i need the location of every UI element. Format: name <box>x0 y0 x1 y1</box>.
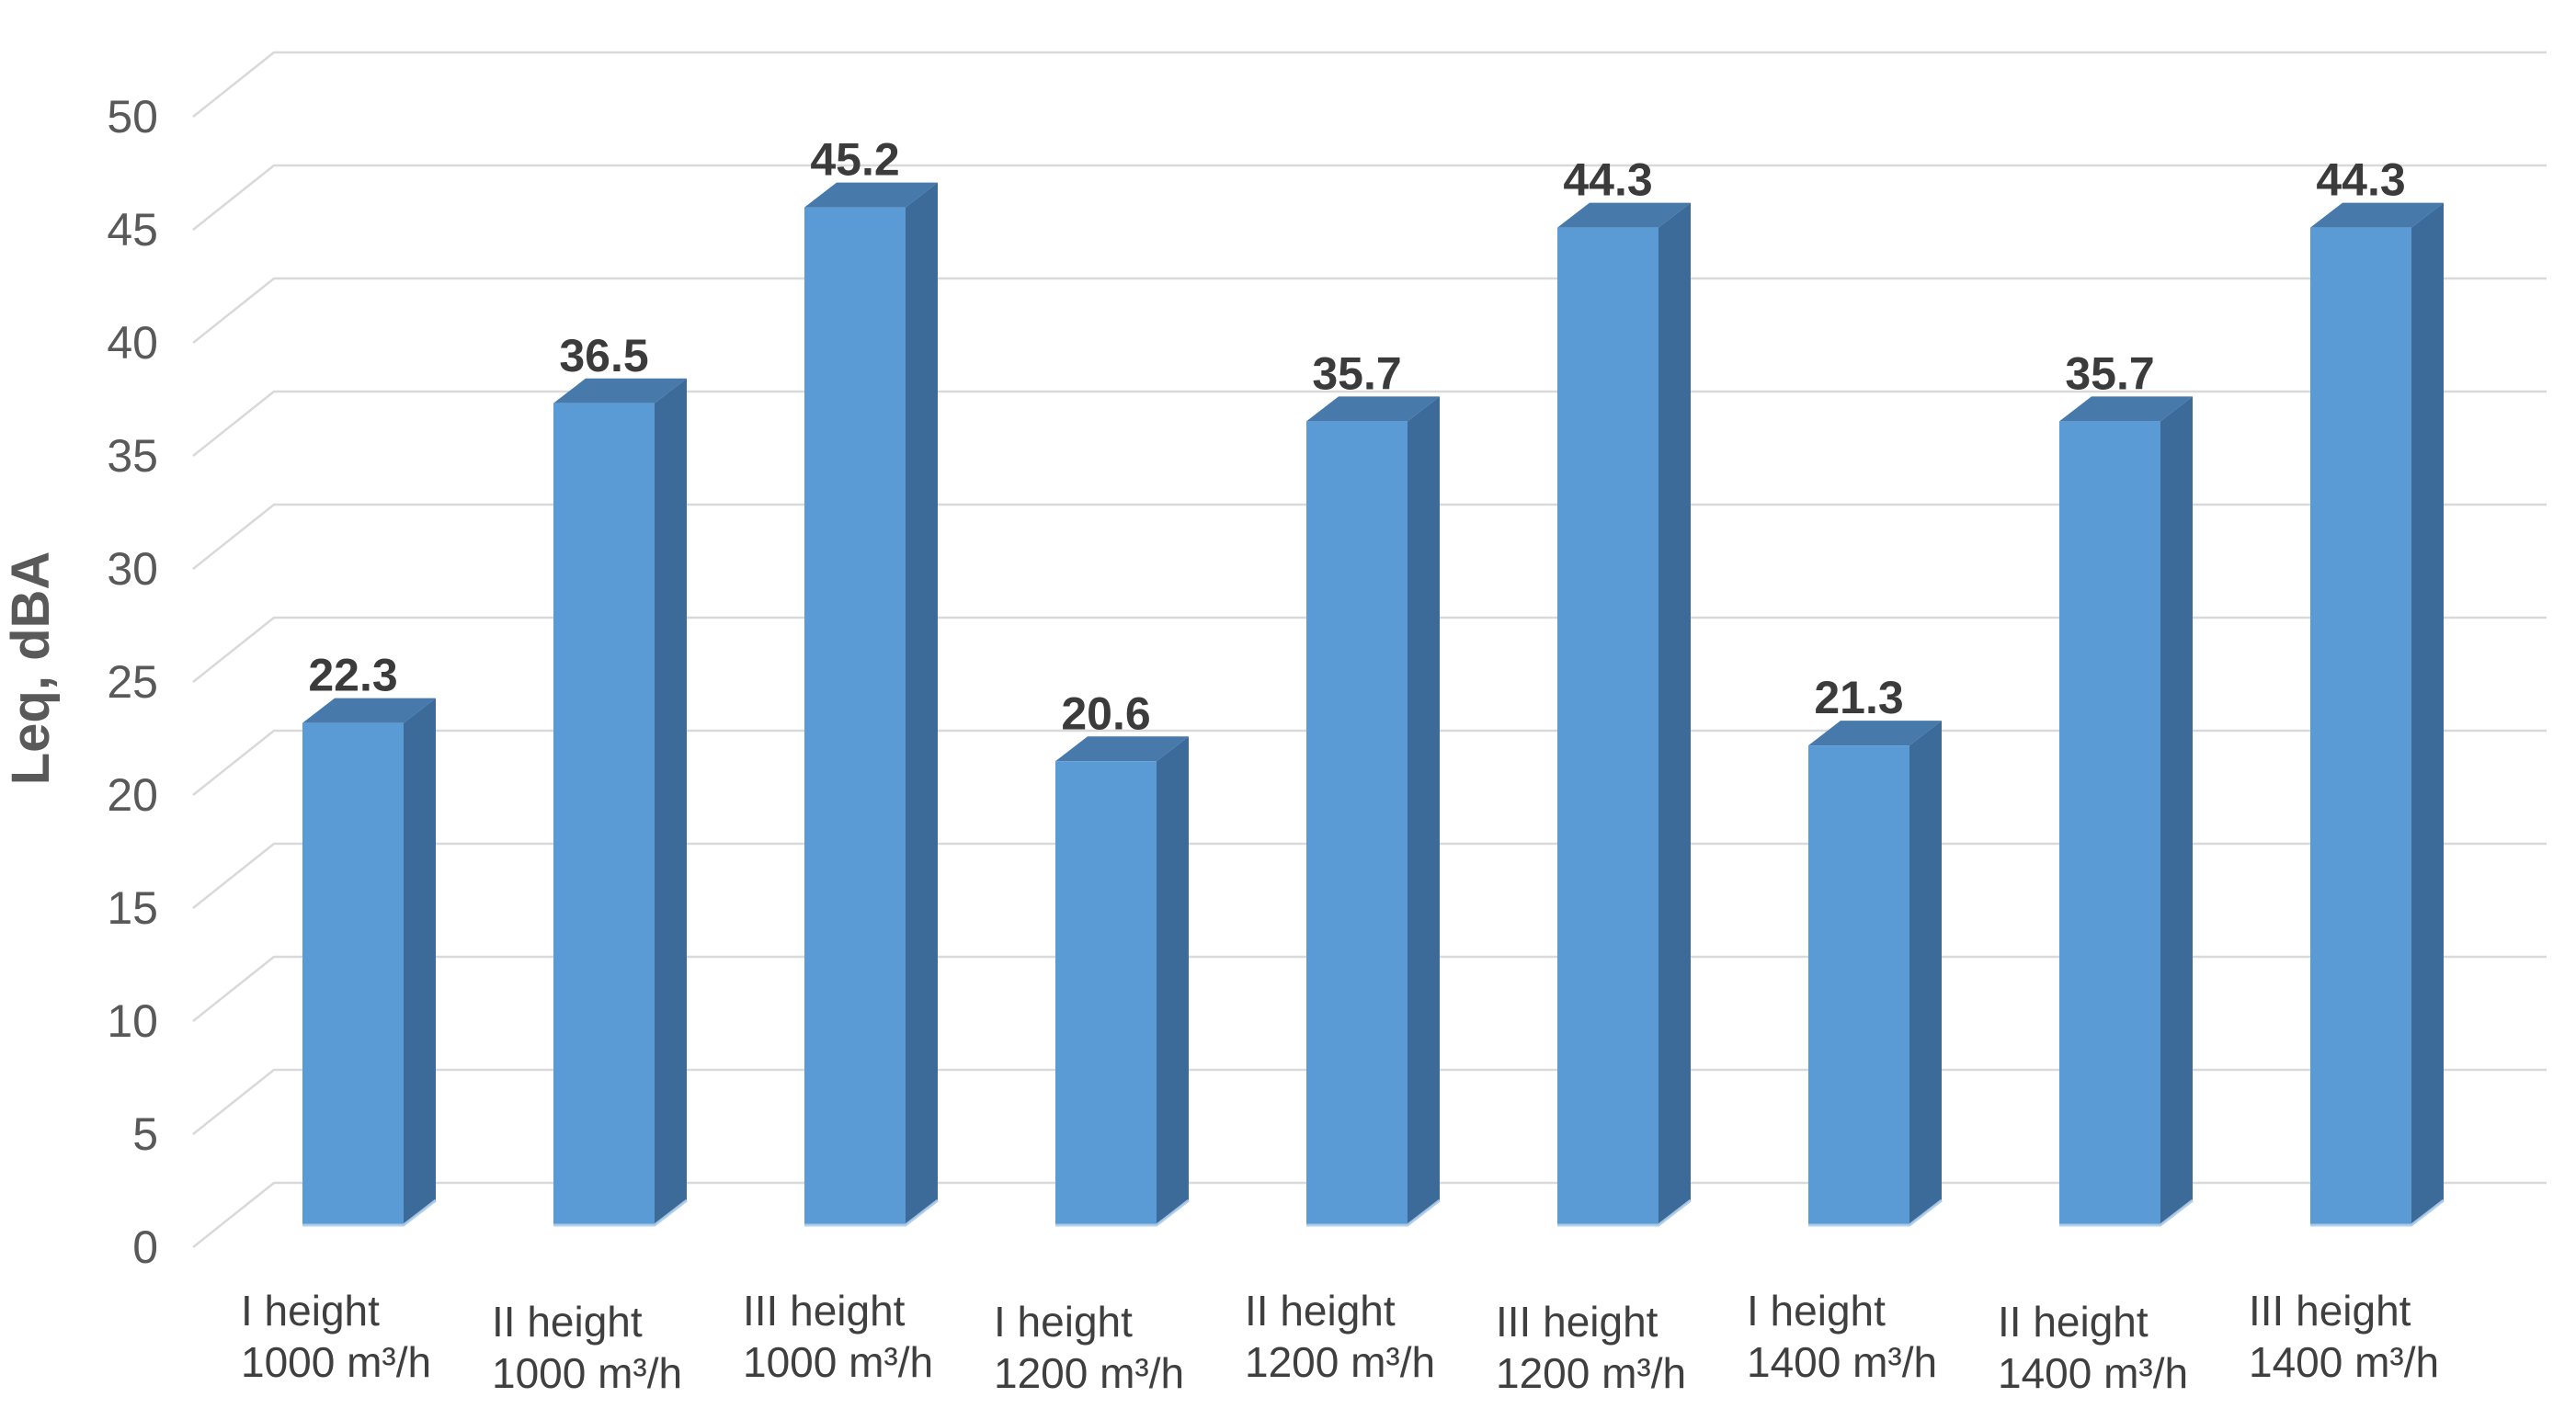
bar <box>804 182 939 1227</box>
x-axis-category-label-line2: 1200 m³/h <box>1496 1349 1686 1397</box>
bar-side-face <box>2160 396 2193 1226</box>
bar-bottom-highlight <box>1055 1198 1190 1227</box>
bar-top-face <box>1055 736 1189 762</box>
bar-side-face <box>2411 202 2444 1225</box>
bar-bottom-highlight <box>302 1198 437 1227</box>
bar-bottom-highlight <box>804 1198 939 1227</box>
bar-value-label: 44.3 <box>1563 154 1652 206</box>
y-axis-tick-label: 45 <box>107 204 158 256</box>
bar-front-face <box>1557 227 1658 1225</box>
x-axis-category-label-line1: II height <box>492 1298 643 1346</box>
x-axis-category-label-line1: I height <box>241 1287 380 1335</box>
y-axis-tick-label: 5 <box>132 1108 158 1160</box>
x-axis-category-label-line2: 1000 m³/h <box>241 1338 431 1386</box>
bar-bottom-highlight <box>1557 1198 1692 1227</box>
bar-bottom-highlight <box>2310 1198 2445 1227</box>
bar-value-label: 45.2 <box>810 134 899 186</box>
gridline <box>192 390 2547 457</box>
bar <box>2310 202 2445 1227</box>
bar-top-face <box>1306 396 1440 422</box>
y-axis-title: Leq, dBA <box>1 551 61 786</box>
gridline <box>192 51 2547 118</box>
bar-top-face <box>1557 202 1691 228</box>
bar-value-label: 21.3 <box>1814 672 1903 723</box>
gridline <box>192 1068 2547 1135</box>
gridline <box>192 1181 2547 1248</box>
x-axis-category-label-line1: III height <box>743 1287 906 1335</box>
y-axis-tick-label: 20 <box>107 769 158 821</box>
bar-front-face <box>1808 745 1909 1225</box>
y-axis-tick-label: 0 <box>132 1221 158 1273</box>
bar-bottom-highlight <box>1306 1198 1441 1227</box>
bar-side-face <box>1157 736 1189 1225</box>
y-axis-tick-label: 10 <box>107 995 158 1047</box>
bar-top-face <box>2310 202 2444 228</box>
bar-side-face <box>906 182 938 1226</box>
bar <box>2059 396 2194 1227</box>
bar-value-label: 35.7 <box>1312 347 1401 399</box>
bar-front-face <box>302 722 404 1225</box>
x-axis-category-label-line2: 1200 m³/h <box>994 1349 1184 1397</box>
bar-side-face <box>655 378 687 1225</box>
x-axis-category-label-line1: III height <box>1496 1298 1658 1346</box>
bar-front-face <box>804 207 906 1226</box>
x-axis-category-label-line2: 1000 m³/h <box>492 1349 682 1397</box>
gridline <box>192 277 2547 344</box>
y-axis-tick-label: 40 <box>107 317 158 369</box>
bar-top-face <box>1808 721 1942 746</box>
bar <box>1557 202 1692 1227</box>
gridline <box>192 616 2547 683</box>
y-axis-tick-label: 35 <box>107 430 158 482</box>
bar-front-face <box>1055 761 1157 1225</box>
bar-bottom-highlight <box>1808 1198 1943 1227</box>
x-axis-category-label-line1: III height <box>2249 1287 2411 1335</box>
x-axis-category-label-line2: 1400 m³/h <box>1747 1338 1937 1386</box>
bar-top-face <box>553 378 687 403</box>
y-axis-tick-label: 30 <box>107 543 158 595</box>
bar-side-face <box>1408 396 1440 1226</box>
x-axis-category-label-line2: 1400 m³/h <box>2249 1338 2439 1386</box>
bar-side-face <box>1909 721 1942 1225</box>
bar-top-face <box>804 182 938 208</box>
bar-value-label: 35.7 <box>2065 347 2154 399</box>
bar-value-label: 22.3 <box>308 650 397 701</box>
gridline <box>192 503 2547 570</box>
bar <box>1808 721 1943 1227</box>
bar-top-face <box>302 698 436 723</box>
gridline <box>192 164 2547 231</box>
bar-value-label: 36.5 <box>559 330 648 381</box>
bar-side-face <box>404 698 436 1225</box>
y-axis-tick-label: 15 <box>107 882 158 934</box>
bar-bottom-highlight <box>2059 1198 2194 1227</box>
bar <box>553 378 688 1227</box>
x-axis-category-label-line2: 1400 m³/h <box>1998 1349 2188 1397</box>
bar <box>1055 736 1190 1227</box>
bar-front-face <box>2310 227 2411 1225</box>
gridline <box>192 729 2547 796</box>
bar-value-label: 44.3 <box>2316 154 2405 206</box>
bar <box>302 698 437 1227</box>
bar <box>1306 396 1441 1227</box>
bar-front-face <box>553 403 655 1225</box>
x-axis-category-label-line1: II height <box>1998 1298 2149 1346</box>
x-axis-category-label-line2: 1200 m³/h <box>1245 1338 1435 1386</box>
x-axis-category-label-line2: 1000 m³/h <box>743 1338 933 1386</box>
x-axis-category-label-line1: I height <box>1747 1287 1886 1335</box>
x-axis-category-label-line1: II height <box>1245 1287 1396 1335</box>
bar-side-face <box>1658 202 1691 1225</box>
y-axis-tick-label: 50 <box>107 91 158 142</box>
bar-front-face <box>1306 421 1408 1226</box>
y-axis-tick-label: 25 <box>107 656 158 708</box>
bar-value-label: 20.6 <box>1061 687 1150 739</box>
gridline <box>192 842 2547 909</box>
gridline <box>192 955 2547 1022</box>
bar-top-face <box>2059 396 2193 422</box>
bar-front-face <box>2059 421 2160 1226</box>
bar-bottom-highlight <box>553 1198 688 1227</box>
x-axis-category-label-line1: I height <box>994 1298 1133 1346</box>
